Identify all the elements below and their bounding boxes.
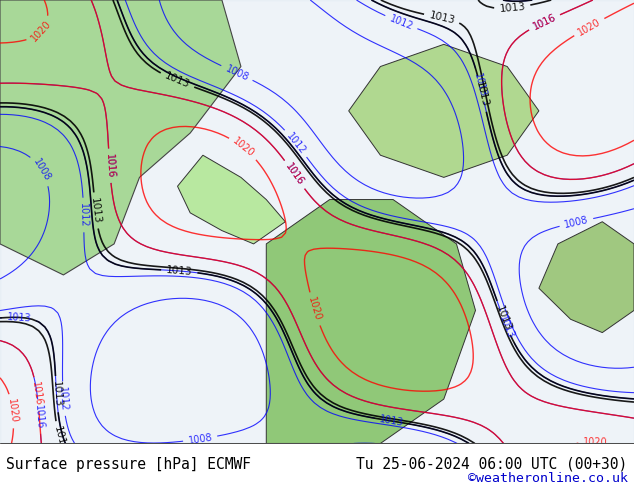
Text: 1008: 1008 bbox=[31, 157, 53, 183]
Text: 1013: 1013 bbox=[428, 10, 456, 25]
Text: 1012: 1012 bbox=[79, 202, 89, 227]
Polygon shape bbox=[178, 155, 285, 244]
Text: 1016: 1016 bbox=[104, 153, 115, 178]
Text: 1016: 1016 bbox=[283, 162, 306, 188]
Text: 1013: 1013 bbox=[165, 265, 193, 277]
Text: 1013: 1013 bbox=[472, 72, 488, 98]
Text: Surface pressure [hPa] ECMWF: Surface pressure [hPa] ECMWF bbox=[6, 457, 251, 472]
Text: 1013: 1013 bbox=[7, 312, 32, 323]
Text: 1020: 1020 bbox=[6, 398, 19, 424]
Text: 1020: 1020 bbox=[583, 437, 608, 447]
Text: 1008: 1008 bbox=[187, 432, 213, 446]
Text: 1013: 1013 bbox=[499, 1, 526, 14]
Text: 1013: 1013 bbox=[89, 197, 102, 224]
Text: 1013: 1013 bbox=[494, 304, 513, 332]
Polygon shape bbox=[0, 0, 241, 275]
Polygon shape bbox=[349, 44, 539, 177]
Text: 1020: 1020 bbox=[29, 19, 53, 44]
Text: 1012: 1012 bbox=[58, 386, 69, 411]
Text: 1016: 1016 bbox=[30, 381, 44, 407]
Text: Tu 25-06-2024 06:00 UTC (00+30): Tu 25-06-2024 06:00 UTC (00+30) bbox=[356, 457, 628, 472]
Text: 1016: 1016 bbox=[34, 404, 45, 429]
Text: 1013: 1013 bbox=[379, 414, 405, 428]
Text: 1008: 1008 bbox=[224, 63, 250, 83]
Text: 1013: 1013 bbox=[163, 71, 191, 90]
Text: 1013: 1013 bbox=[51, 381, 62, 408]
Text: 1012: 1012 bbox=[388, 13, 415, 32]
Text: 1020: 1020 bbox=[231, 136, 256, 159]
Polygon shape bbox=[539, 221, 634, 333]
Text: 1016: 1016 bbox=[283, 162, 306, 188]
Text: 1016: 1016 bbox=[531, 12, 557, 32]
Text: 1008: 1008 bbox=[564, 215, 590, 230]
Text: 1020: 1020 bbox=[306, 296, 323, 322]
Text: 1013: 1013 bbox=[498, 314, 516, 340]
Polygon shape bbox=[266, 199, 476, 443]
Text: 1016: 1016 bbox=[531, 12, 557, 32]
Text: 1016: 1016 bbox=[104, 153, 115, 178]
Text: 1013: 1013 bbox=[51, 425, 68, 453]
Text: 1013: 1013 bbox=[474, 80, 490, 108]
Text: 1020: 1020 bbox=[576, 17, 602, 37]
Text: ©weatheronline.co.uk: ©weatheronline.co.uk bbox=[468, 472, 628, 485]
Text: 1012: 1012 bbox=[285, 131, 307, 156]
